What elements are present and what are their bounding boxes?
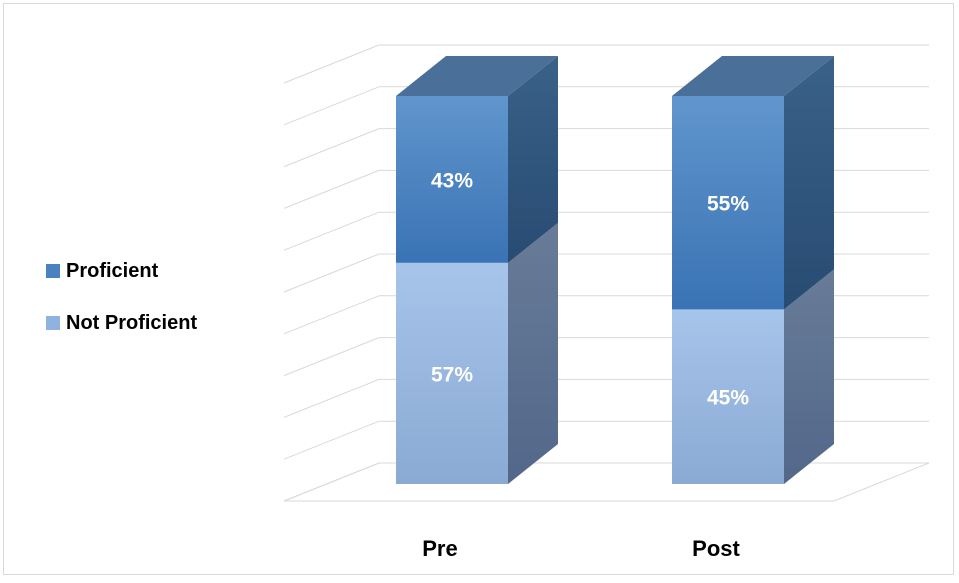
gridline-side	[283, 253, 380, 293]
legend-item-not-proficient: Not Proficient	[46, 310, 197, 336]
data-label-pre-proficient: 43%	[431, 169, 473, 192]
bar-top-post	[672, 56, 834, 96]
legend-swatch-not-proficient	[46, 316, 60, 330]
gridline-side	[283, 462, 380, 502]
data-label-pre-not-proficient: 57%	[431, 363, 473, 386]
legend-swatch-proficient	[46, 264, 60, 278]
stacked-3d-bar-chart: 57% 43% Pre 45% 55% Post	[283, 44, 930, 561]
gridline-side	[283, 337, 380, 377]
gridline-side	[283, 295, 380, 335]
bar-side-post-proficient	[784, 56, 834, 310]
bar-post-not-proficient	[672, 309, 784, 484]
labels: 57% 43% Pre 45% 55% Post	[422, 169, 749, 561]
data-label-post-not-proficient: 45%	[707, 387, 749, 410]
gridline-side	[283, 378, 380, 418]
gridline-side	[283, 86, 380, 126]
gridline-side	[283, 44, 380, 84]
gridline-side	[283, 128, 380, 168]
gridline-side	[283, 420, 380, 460]
bar-top-pre	[396, 56, 558, 96]
data-label-post-proficient: 55%	[707, 193, 749, 216]
chart-area: 57% 43% Pre 45% 55% Post Proficient Not Profi…	[3, 3, 954, 575]
bar-side-pre-proficient	[508, 56, 558, 263]
bar-pre-not-proficient	[396, 262, 508, 484]
category-label-post: Post	[692, 536, 740, 561]
legend-label-proficient: Proficient	[66, 259, 159, 282]
legend: Proficient Not Proficient	[46, 258, 197, 362]
gridline-side	[283, 169, 380, 209]
bar-side-post-not-proficient	[784, 269, 834, 484]
bar-pre-proficient	[396, 96, 508, 263]
gridline-side	[283, 211, 380, 251]
chart-floor	[283, 462, 930, 502]
bars	[396, 56, 834, 484]
legend-item-proficient: Proficient	[46, 258, 197, 284]
category-label-pre: Pre	[422, 536, 457, 561]
bar-post-proficient	[672, 96, 784, 310]
legend-label-not-proficient: Not Proficient	[66, 311, 198, 334]
bar-side-pre-not-proficient	[508, 222, 558, 484]
